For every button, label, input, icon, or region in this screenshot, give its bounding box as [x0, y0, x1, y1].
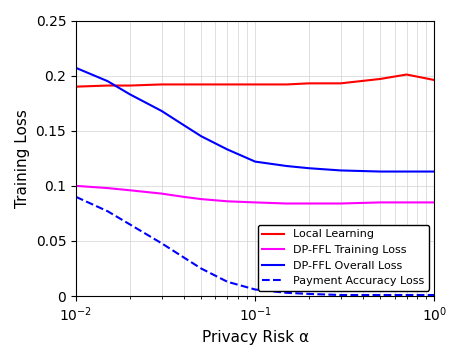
DP-FFL Training Loss: [284, 201, 290, 206]
DP-FFL Overall Loss: [252, 159, 258, 164]
DP-FFL Training Loss: [225, 199, 230, 203]
DP-FFL Overall Loss: [306, 166, 312, 170]
DP-FFL Training Loss: [432, 200, 437, 204]
Local Learning: [432, 78, 437, 82]
Line: DP-FFL Training Loss: DP-FFL Training Loss: [76, 186, 434, 203]
Local Learning: [306, 81, 312, 86]
Legend: Local Learning, DP-FFL Training Loss, DP-FFL Overall Loss, Payment Accuracy Loss: Local Learning, DP-FFL Training Loss, DP…: [257, 225, 429, 291]
DP-FFL Training Loss: [159, 192, 164, 196]
Payment Accuracy Loss: [252, 287, 258, 292]
DP-FFL Overall Loss: [432, 170, 437, 174]
Payment Accuracy Loss: [73, 195, 79, 199]
DP-FFL Overall Loss: [377, 170, 383, 174]
DP-FFL Overall Loss: [404, 170, 409, 174]
DP-FFL Overall Loss: [127, 92, 133, 96]
DP-FFL Training Loss: [404, 200, 409, 204]
Payment Accuracy Loss: [284, 291, 290, 295]
Payment Accuracy Loss: [159, 241, 164, 246]
Line: DP-FFL Overall Loss: DP-FFL Overall Loss: [76, 68, 434, 172]
DP-FFL Overall Loss: [181, 123, 187, 127]
Y-axis label: Training Loss: Training Loss: [15, 109, 30, 208]
Local Learning: [225, 82, 230, 87]
DP-FFL Training Loss: [73, 184, 79, 188]
Payment Accuracy Loss: [338, 293, 343, 297]
X-axis label: Privacy Risk α: Privacy Risk α: [201, 330, 309, 345]
Local Learning: [377, 77, 383, 81]
Local Learning: [199, 82, 204, 87]
Local Learning: [73, 85, 79, 89]
Payment Accuracy Loss: [404, 293, 409, 297]
DP-FFL Overall Loss: [159, 109, 164, 113]
Line: Payment Accuracy Loss: Payment Accuracy Loss: [76, 197, 434, 295]
DP-FFL Overall Loss: [338, 168, 343, 172]
Payment Accuracy Loss: [432, 293, 437, 297]
Payment Accuracy Loss: [181, 255, 187, 260]
Local Learning: [404, 72, 409, 77]
DP-FFL Training Loss: [338, 201, 343, 206]
Payment Accuracy Loss: [127, 222, 133, 227]
Payment Accuracy Loss: [306, 292, 312, 296]
DP-FFL Training Loss: [306, 201, 312, 206]
DP-FFL Overall Loss: [105, 79, 110, 83]
Line: Local Learning: Local Learning: [76, 75, 434, 87]
DP-FFL Training Loss: [199, 197, 204, 201]
Payment Accuracy Loss: [105, 209, 110, 213]
Local Learning: [252, 82, 258, 87]
DP-FFL Training Loss: [377, 200, 383, 204]
Local Learning: [284, 82, 290, 87]
DP-FFL Overall Loss: [73, 66, 79, 70]
DP-FFL Training Loss: [127, 188, 133, 193]
Local Learning: [181, 82, 187, 87]
Payment Accuracy Loss: [199, 266, 204, 271]
DP-FFL Training Loss: [181, 195, 187, 199]
DP-FFL Overall Loss: [199, 134, 204, 139]
DP-FFL Training Loss: [105, 186, 110, 190]
DP-FFL Overall Loss: [284, 164, 290, 168]
Local Learning: [159, 82, 164, 87]
Payment Accuracy Loss: [225, 280, 230, 284]
DP-FFL Training Loss: [252, 200, 258, 204]
Local Learning: [105, 84, 110, 88]
DP-FFL Overall Loss: [225, 147, 230, 152]
Payment Accuracy Loss: [377, 293, 383, 297]
Local Learning: [338, 81, 343, 86]
Local Learning: [127, 84, 133, 88]
